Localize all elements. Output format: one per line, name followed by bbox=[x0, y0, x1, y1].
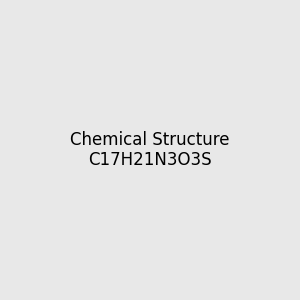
Text: Chemical Structure
C17H21N3O3S: Chemical Structure C17H21N3O3S bbox=[70, 130, 230, 170]
